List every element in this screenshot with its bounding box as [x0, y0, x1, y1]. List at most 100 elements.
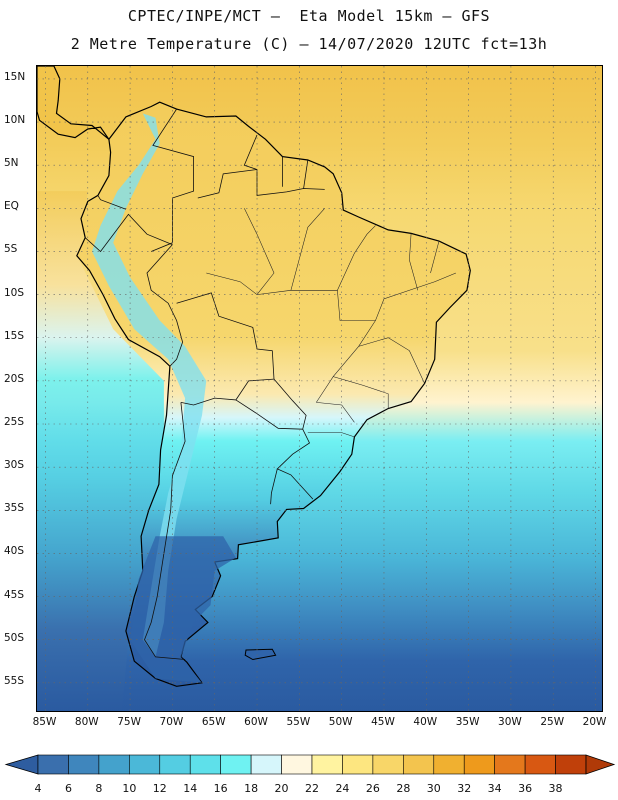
lon-label-50W: 50W [328, 716, 353, 728]
lon-label-60W: 60W [244, 716, 268, 728]
colorbar-label-20: 20 [274, 782, 289, 795]
country-border-13 [197, 169, 258, 199]
state-border-2 [290, 208, 325, 291]
colorbar-swatch-5 [189, 754, 221, 775]
lat-label-30S: 30S [4, 459, 25, 472]
andes-cool-region [92, 113, 207, 657]
colorbar-label-8: 8 [95, 782, 103, 795]
lon-label-55W: 55W [286, 716, 311, 728]
state-border-3 [316, 320, 376, 403]
state-border-9 [206, 272, 258, 295]
colorbar-high-arrow [585, 754, 616, 775]
lat-label-25S: 25S [4, 416, 25, 428]
lat-label-50S: 50S [4, 631, 25, 644]
colorbar-swatch-6 [220, 754, 252, 775]
country-border-9 [276, 429, 314, 500]
lon-label-30W: 30W [498, 716, 522, 728]
colorbar-label-4: 4 [34, 782, 42, 795]
colorbar-label-32: 32 [457, 782, 472, 795]
colorbar-swatch-16 [524, 754, 556, 775]
colorbar-label-22: 22 [305, 782, 319, 795]
lat-lon-grid [37, 66, 602, 711]
colorbar-label-18: 18 [244, 782, 259, 795]
colorbar-swatch-2 [98, 754, 130, 775]
colorbar-label-24: 24 [335, 782, 350, 795]
temperature-colorbar [4, 754, 616, 775]
lon-label-40W: 40W [413, 716, 438, 728]
colorbar-swatch-12 [403, 754, 435, 775]
country-border-11 [303, 159, 309, 189]
state-border-5 [333, 376, 389, 409]
lat-label-10N: 10N [4, 114, 26, 127]
colorbar-label-14: 14 [183, 782, 198, 795]
state-border-4 [358, 337, 425, 384]
country-border-3 [84, 213, 173, 253]
colorbar-swatch-8 [281, 754, 313, 775]
colorbar-swatch-13 [433, 754, 465, 775]
colorbar-label-6: 6 [64, 782, 72, 795]
state-border-8 [244, 208, 275, 295]
colorbar-label-34: 34 [487, 782, 502, 795]
colorbar-swatch-15 [494, 754, 526, 775]
colorbar-label-38: 38 [548, 782, 563, 795]
colorbar-label-28: 28 [396, 782, 411, 795]
central-america-landmass [37, 66, 110, 140]
colorbar-swatch-10 [342, 754, 374, 775]
lon-label-75W: 75W [117, 716, 141, 728]
country-border-10 [270, 468, 278, 505]
colorbar-label-12: 12 [152, 782, 167, 795]
state-border-1 [337, 225, 376, 291]
lon-label-35W: 35W [455, 716, 480, 728]
colorbar-low-arrow [4, 754, 39, 775]
colorbar-swatch-0 [37, 754, 69, 775]
country-border-4 [146, 244, 184, 367]
lat-label-20S: 20S [4, 372, 25, 385]
colorbar-label-36: 36 [518, 782, 533, 795]
country-border-5 [176, 292, 275, 380]
lon-label-65W: 65W [201, 716, 226, 728]
country-border-2 [97, 195, 127, 210]
colorbar-swatch-14 [463, 754, 495, 775]
lat-label-15N: 15N [4, 70, 26, 83]
lon-label-80W: 80W [74, 716, 99, 728]
colorbar-label-30: 30 [426, 782, 441, 795]
colorbar-swatch-7 [250, 754, 282, 775]
colorbar-label-16: 16 [213, 782, 228, 795]
lon-label-85W: 85W [32, 716, 57, 728]
lon-label-20W: 20W [582, 716, 607, 728]
lat-label-35S: 35S [4, 502, 25, 515]
temperature-map [37, 66, 602, 711]
lat-label-EQ: EQ [4, 200, 19, 213]
state-border-11 [430, 241, 440, 274]
map-frame[interactable] [36, 65, 603, 712]
lon-label-25W: 25W [540, 716, 565, 728]
state-border-10 [409, 233, 419, 291]
lat-label-10S: 10S [4, 286, 25, 299]
colorbar-swatch-11 [372, 754, 404, 775]
pacific-ocean-field [37, 191, 164, 711]
colorbar-swatch-17 [555, 754, 587, 775]
state-border-6 [316, 402, 355, 423]
colorbar-label-26: 26 [365, 782, 380, 795]
lon-label-45W: 45W [371, 716, 395, 728]
lat-label-55S: 55S [4, 674, 25, 687]
state-border-7 [307, 432, 355, 438]
lat-label-40S: 40S [4, 545, 25, 558]
colorbar-label-10: 10 [122, 782, 137, 795]
lat-label-45S: 45S [4, 588, 25, 601]
lon-label-70W: 70W [159, 716, 184, 728]
chart-title: CPTEC/INPE/MCT – Eta Model 15km – GFS [127, 7, 491, 25]
country-border-7 [144, 402, 186, 660]
lat-label-5N: 5N [4, 157, 19, 170]
chart-subtitle: 2 Metre Temperature (C) – 14/07/2020 12U… [70, 35, 548, 53]
country-borders [84, 108, 457, 660]
colorbar-swatch-1 [68, 754, 100, 775]
land-field [37, 66, 471, 687]
colorbar-swatch-9 [311, 754, 343, 775]
patagonia-cold-region [130, 536, 236, 683]
falkland-islands [244, 648, 277, 661]
lat-label-5S: 5S [4, 243, 18, 256]
lat-label-15S: 15S [4, 329, 25, 342]
colorbar-swatch-4 [159, 754, 191, 775]
colorbar-swatch-3 [129, 754, 161, 775]
